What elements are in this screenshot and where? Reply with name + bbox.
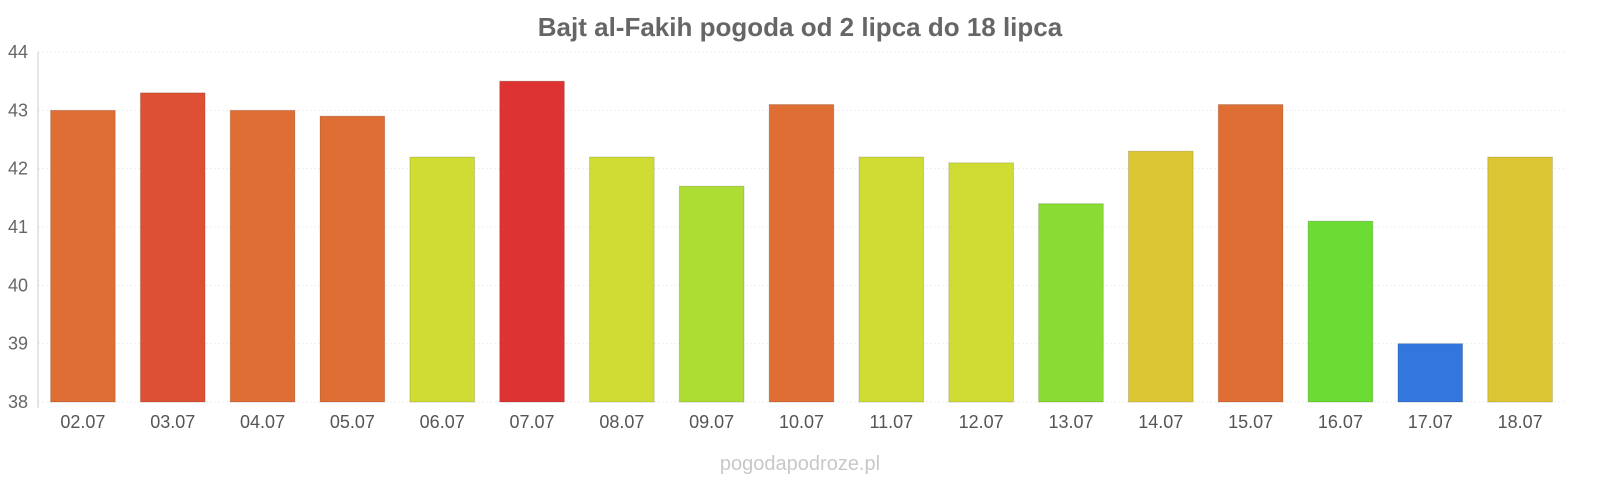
x-tick-label: 05.07 <box>330 412 375 432</box>
x-tick-label: 13.07 <box>1048 412 1093 432</box>
bar-17-07 <box>1397 343 1464 403</box>
bar-02-07 <box>50 109 116 403</box>
bar-07-07 <box>499 80 565 403</box>
y-tick-label: 41 <box>8 217 28 237</box>
bar-14-07 <box>1127 150 1194 403</box>
bar-05-07 <box>319 115 386 403</box>
x-tick-label: 08.07 <box>599 412 644 432</box>
x-tick-label: 11.07 <box>869 412 913 432</box>
y-tick-label: 44 <box>8 42 28 62</box>
bar-03-07 <box>139 92 206 403</box>
x-tick-label: 16.07 <box>1318 412 1363 432</box>
x-axis: 02.07 03.07 04.07 05.07 06.07 07.07 08.07 09.07… <box>60 412 1542 432</box>
x-tick-label: 18.07 <box>1498 412 1543 432</box>
bar-12-07 <box>948 162 1014 403</box>
x-tick-label: 17.07 <box>1408 412 1453 432</box>
x-tick-label: 10.07 <box>779 412 824 432</box>
bar-16-07 <box>1307 220 1374 403</box>
x-tick-label: 06.07 <box>420 412 465 432</box>
bars <box>50 80 1553 403</box>
x-tick-label: 04.07 <box>240 412 285 432</box>
x-tick-label: 09.07 <box>689 412 734 432</box>
bar-11-07 <box>858 156 925 403</box>
watermark: pogodapodroze.pl <box>720 453 880 475</box>
bar-04-07 <box>229 109 296 403</box>
y-axis: 38 39 40 41 42 43 44 <box>8 42 28 412</box>
x-tick-label: 02.07 <box>60 412 105 432</box>
bar-09-07 <box>678 185 745 403</box>
chart-title: Bajt al-Fakih pogoda od 2 lipca do 18 li… <box>538 12 1063 42</box>
bar-10-07 <box>768 104 835 403</box>
bar-18-07 <box>1487 156 1553 403</box>
bar-08-07 <box>589 156 655 403</box>
x-tick-label: 03.07 <box>150 412 195 432</box>
bar-15-07 <box>1217 104 1284 403</box>
bar-13-07 <box>1038 203 1104 403</box>
y-tick-label: 43 <box>8 100 28 120</box>
y-tick-label: 39 <box>8 334 28 354</box>
x-tick-label: 07.07 <box>510 412 555 432</box>
x-tick-label: 15.07 <box>1228 412 1273 432</box>
y-tick-label: 42 <box>8 159 28 179</box>
x-tick-label: 12.07 <box>959 412 1004 432</box>
bar-06-07 <box>409 156 476 403</box>
x-tick-label: 14.07 <box>1138 412 1183 432</box>
y-tick-label: 40 <box>8 275 28 295</box>
y-tick-label: 38 <box>8 392 28 412</box>
